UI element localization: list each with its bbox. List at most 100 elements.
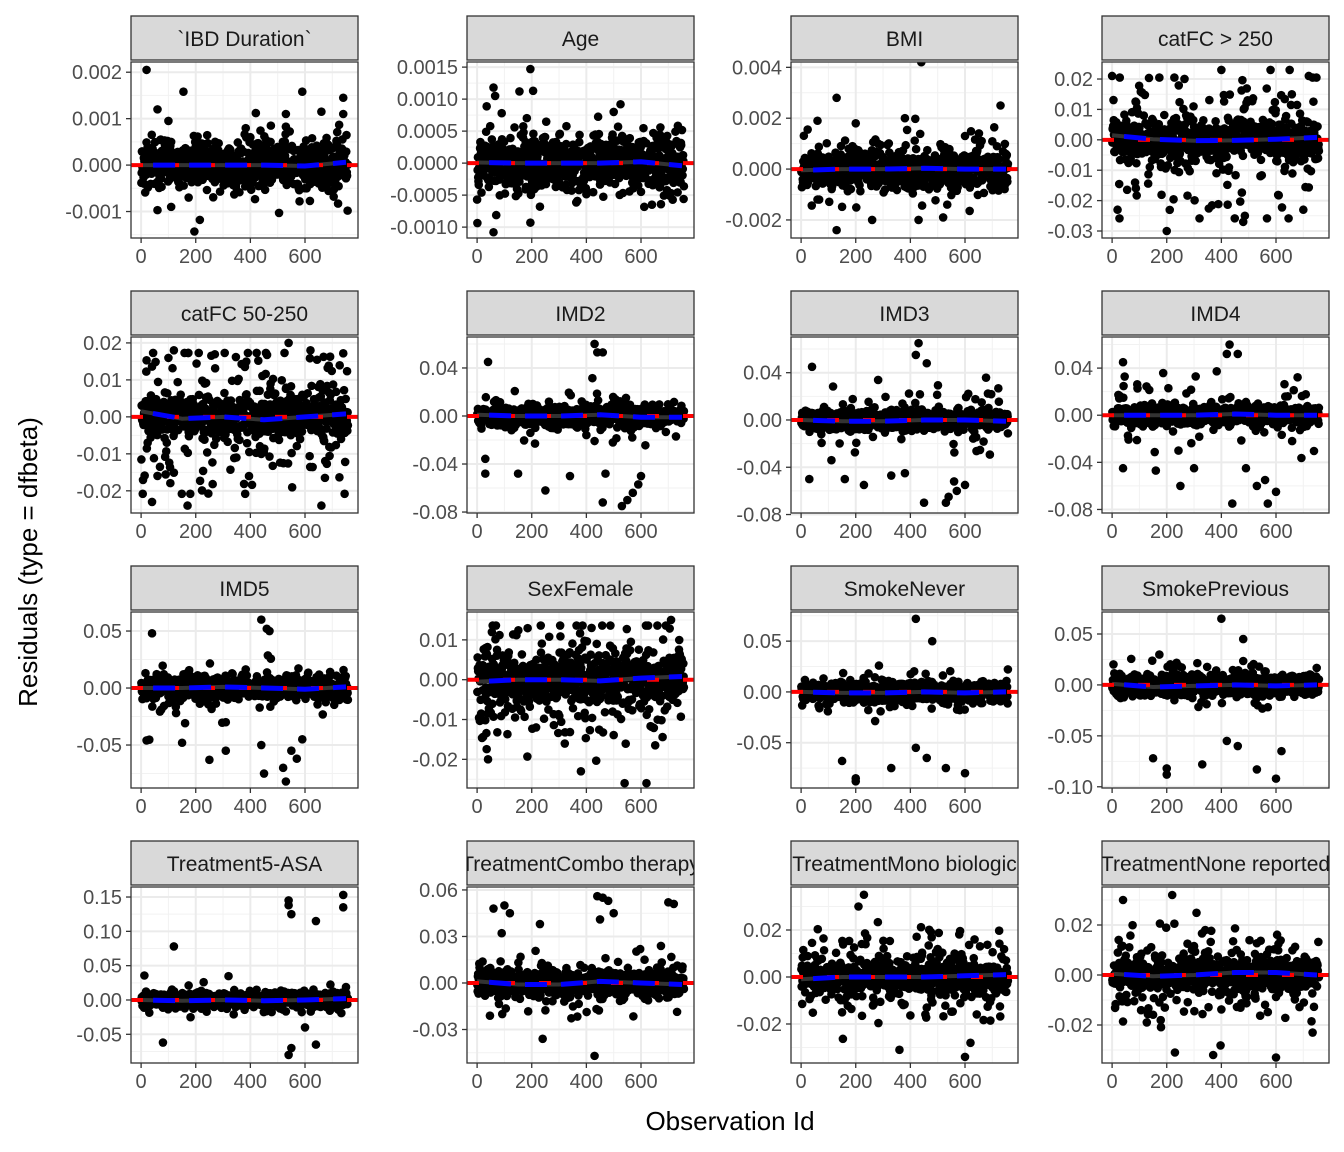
data-point bbox=[305, 451, 314, 461]
outlier-point bbox=[1113, 205, 1122, 215]
outlier-point bbox=[628, 488, 638, 498]
y-tick-label: 0.0010 bbox=[397, 89, 458, 111]
data-point bbox=[231, 352, 241, 362]
y-tick-label: 0.00 bbox=[83, 407, 122, 429]
data-point bbox=[184, 348, 193, 358]
outlier-point bbox=[813, 116, 822, 126]
x-tick-label: 400 bbox=[1205, 246, 1238, 268]
data-point bbox=[243, 427, 252, 437]
data-point bbox=[673, 188, 682, 197]
outlier-point bbox=[190, 227, 199, 236]
points-layer bbox=[467, 64, 694, 237]
data-point bbox=[1132, 158, 1141, 168]
data-point bbox=[260, 444, 269, 453]
data-point bbox=[1225, 90, 1235, 99]
data-point bbox=[908, 189, 918, 198]
data-point bbox=[966, 126, 976, 136]
data-point bbox=[814, 142, 824, 152]
data-point bbox=[277, 376, 287, 385]
outlier-point bbox=[541, 486, 550, 495]
data-point bbox=[561, 139, 571, 149]
data-point bbox=[202, 130, 212, 140]
data-point bbox=[1223, 200, 1232, 209]
data-point bbox=[342, 171, 352, 181]
data-point bbox=[1003, 177, 1012, 186]
data-point bbox=[1145, 162, 1155, 172]
data-point bbox=[200, 435, 209, 444]
data-point bbox=[184, 431, 194, 441]
y-tick-label: -0.02 bbox=[76, 481, 122, 503]
data-point bbox=[510, 386, 520, 396]
data-point bbox=[179, 181, 189, 190]
data-point bbox=[1257, 170, 1267, 180]
outlier-point bbox=[996, 101, 1005, 110]
data-point bbox=[814, 195, 824, 204]
data-point bbox=[241, 357, 251, 366]
smooth-line bbox=[140, 408, 347, 423]
data-point bbox=[1262, 84, 1272, 93]
outlier-point bbox=[306, 346, 315, 355]
data-point bbox=[320, 473, 330, 483]
x-tick-label: 0 bbox=[136, 246, 147, 268]
data-point bbox=[1256, 155, 1266, 165]
data-point bbox=[541, 117, 551, 126]
data-point bbox=[529, 129, 538, 139]
data-point bbox=[226, 465, 235, 474]
outlier-point bbox=[938, 213, 948, 222]
x-tick-label: 0 bbox=[472, 246, 483, 268]
data-point bbox=[1230, 214, 1240, 223]
x-tick-label: 400 bbox=[570, 246, 603, 268]
y-tick-label: -0.02 bbox=[1047, 191, 1093, 213]
outlier-point bbox=[169, 346, 179, 355]
data-point bbox=[246, 185, 256, 195]
outlier-point bbox=[1285, 65, 1294, 75]
data-point bbox=[1280, 94, 1290, 104]
data-point bbox=[253, 356, 263, 365]
data-point bbox=[184, 193, 193, 202]
y-tick-label: 0.02 bbox=[83, 333, 122, 355]
data-point bbox=[329, 192, 338, 201]
data-point bbox=[312, 355, 322, 365]
x-tick-label: 400 bbox=[234, 246, 267, 268]
y-tick-label: -0.04 bbox=[412, 454, 458, 476]
data-point bbox=[331, 387, 341, 397]
data-point bbox=[566, 390, 576, 400]
data-point bbox=[1191, 156, 1200, 166]
facet-strip-label: IMD3 bbox=[879, 303, 929, 326]
data-point bbox=[265, 452, 274, 461]
y-tick-label: 0.01 bbox=[1054, 99, 1093, 121]
data-point bbox=[240, 489, 250, 499]
y-tick-label: -0.03 bbox=[1047, 221, 1093, 243]
data-point bbox=[163, 388, 172, 398]
data-point bbox=[153, 377, 163, 387]
data-point bbox=[482, 102, 491, 111]
data-point bbox=[892, 185, 902, 195]
data-point bbox=[334, 181, 343, 191]
facet-strip-label: Age bbox=[562, 28, 599, 51]
data-point bbox=[322, 424, 331, 433]
data-point bbox=[149, 453, 159, 463]
data-point bbox=[1169, 194, 1178, 204]
data-point bbox=[679, 181, 689, 191]
data-point bbox=[201, 378, 211, 388]
data-point bbox=[846, 184, 856, 194]
data-point bbox=[1309, 97, 1318, 106]
data-point bbox=[679, 194, 688, 204]
outlier-point bbox=[960, 131, 970, 141]
y-tick-label: 0.004 bbox=[732, 57, 782, 79]
data-point bbox=[618, 188, 628, 198]
data-point bbox=[473, 218, 482, 228]
data-point bbox=[965, 206, 974, 216]
y-tick-label: 0.001 bbox=[72, 109, 122, 131]
data-point bbox=[214, 138, 223, 148]
data-point bbox=[208, 192, 218, 202]
data-point bbox=[235, 435, 244, 445]
data-point bbox=[911, 144, 921, 154]
data-point bbox=[530, 439, 540, 448]
data-point bbox=[169, 468, 179, 477]
data-point bbox=[1109, 95, 1118, 105]
data-point bbox=[342, 366, 352, 376]
data-point bbox=[141, 367, 151, 376]
